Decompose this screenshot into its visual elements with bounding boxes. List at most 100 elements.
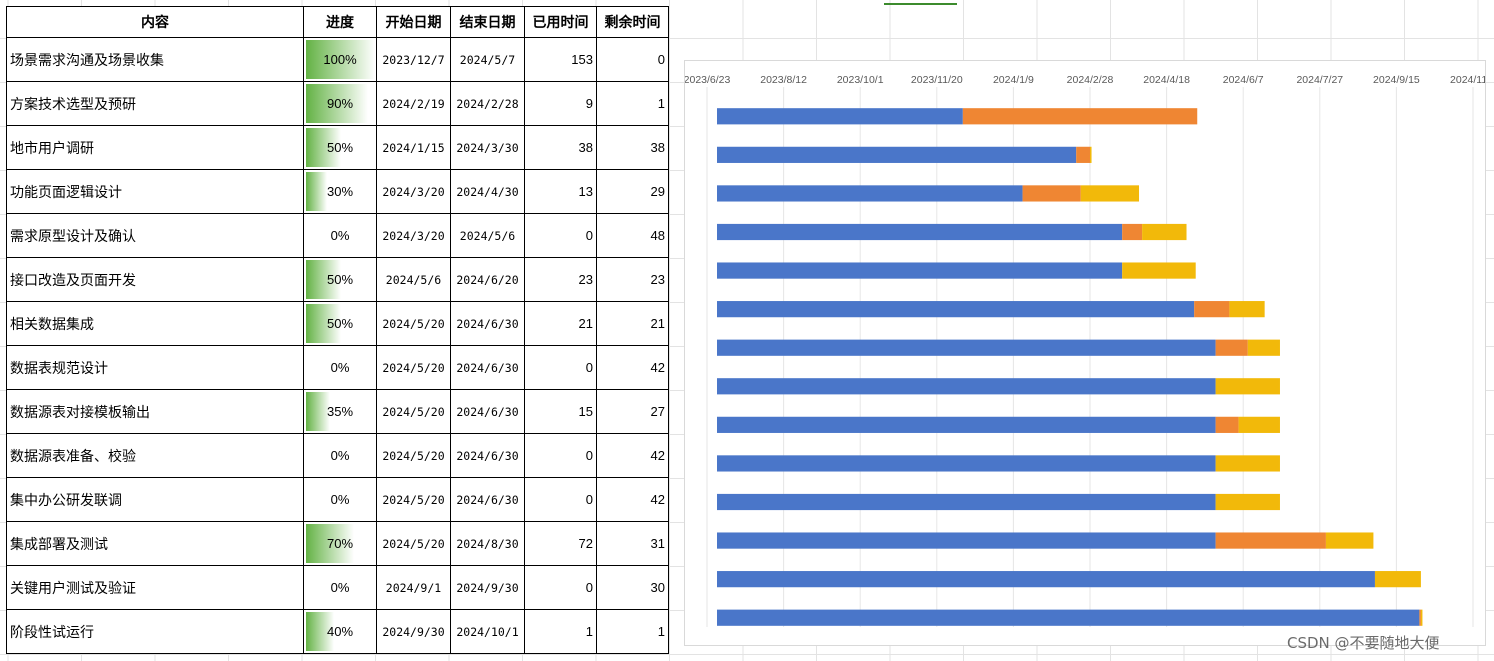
cell-used-time[interactable]: 0: [524, 433, 597, 478]
cell-remaining-time[interactable]: 38: [596, 125, 669, 170]
cell-progress[interactable]: 0%: [303, 213, 377, 258]
cell-progress[interactable]: 0%: [303, 433, 377, 478]
header-cell-content[interactable]: 内容: [6, 6, 304, 38]
cell-start-date[interactable]: 2024/2/19: [376, 81, 451, 126]
cell-start-date[interactable]: 2024/1/15: [376, 125, 451, 170]
cell-task-name[interactable]: 集中办公研发联调: [6, 477, 304, 522]
cell-progress[interactable]: 50%: [303, 301, 377, 346]
cell-end-date[interactable]: 2024/6/30: [450, 477, 525, 522]
cell-used-time[interactable]: 0: [524, 565, 597, 610]
cell-used-time[interactable]: 0: [524, 213, 597, 258]
cell-end-date[interactable]: 2024/2/28: [450, 81, 525, 126]
cell-end-date[interactable]: 2024/6/30: [450, 433, 525, 478]
cell-start-date[interactable]: 2024/5/20: [376, 477, 451, 522]
cell-task-name[interactable]: 方案技术选型及预研: [6, 81, 304, 126]
cell-remaining-time[interactable]: 48: [596, 213, 669, 258]
cell-end-date[interactable]: 2024/9/30: [450, 565, 525, 610]
cell-task-name[interactable]: 接口改造及页面开发: [6, 257, 304, 302]
cell-task-name[interactable]: 关键用户测试及验证: [6, 565, 304, 610]
cell-task-name[interactable]: 数据表规范设计: [6, 345, 304, 390]
cell-used-time[interactable]: 0: [524, 477, 597, 522]
header-cell-progress[interactable]: 进度: [303, 6, 377, 38]
cell-progress[interactable]: 0%: [303, 345, 377, 390]
cell-task-name[interactable]: 集成部署及测试: [6, 521, 304, 566]
cell-used-time[interactable]: 21: [524, 301, 597, 346]
header-cell-end-date[interactable]: 结束日期: [450, 6, 525, 38]
cell-used-time[interactable]: 23: [524, 257, 597, 302]
cell-remaining-time[interactable]: 27: [596, 389, 669, 434]
cell-end-date[interactable]: 2024/10/1: [450, 609, 525, 654]
cell-remaining-time[interactable]: 21: [596, 301, 669, 346]
cell-progress[interactable]: 0%: [303, 565, 377, 610]
cell-remaining-time[interactable]: 31: [596, 521, 669, 566]
cell-task-name[interactable]: 地市用户调研: [6, 125, 304, 170]
cell-remaining-time[interactable]: 1: [596, 81, 669, 126]
cell-start-date[interactable]: 2024/5/20: [376, 433, 451, 478]
cell-used-time[interactable]: 72: [524, 521, 597, 566]
cell-end-date[interactable]: 2024/3/30: [450, 125, 525, 170]
cell-task-name[interactable]: 数据源表准备、校验: [6, 433, 304, 478]
cell-remaining-time[interactable]: 30: [596, 565, 669, 610]
cell-task-name[interactable]: 相关数据集成: [6, 301, 304, 346]
cell-start-date[interactable]: 2024/5/20: [376, 389, 451, 434]
cell-progress[interactable]: 50%: [303, 125, 377, 170]
progress-value: 35%: [326, 404, 354, 419]
cell-remaining-time[interactable]: 42: [596, 345, 669, 390]
cell-start-date[interactable]: 2024/5/6: [376, 257, 451, 302]
cell-progress[interactable]: 90%: [303, 81, 377, 126]
cell-used-time[interactable]: 153: [524, 37, 597, 82]
cell-start-date[interactable]: 2024/9/1: [376, 565, 451, 610]
cell-start-date[interactable]: 2024/5/20: [376, 301, 451, 346]
cell-used-time[interactable]: 0: [524, 345, 597, 390]
cell-progress[interactable]: 100%: [303, 37, 377, 82]
cell-progress[interactable]: 0%: [303, 477, 377, 522]
cell-progress[interactable]: 40%: [303, 609, 377, 654]
header-row: 内容 进度 开始日期 结束日期 已用时间 剩余时间: [6, 6, 669, 38]
cell-progress[interactable]: 35%: [303, 389, 377, 434]
cell-remaining-time[interactable]: 0: [596, 37, 669, 82]
cell-task-name[interactable]: 阶段性试运行: [6, 609, 304, 654]
cell-start-date[interactable]: 2024/5/20: [376, 521, 451, 566]
cell-used-time[interactable]: 38: [524, 125, 597, 170]
cell-remaining-time[interactable]: 29: [596, 169, 669, 214]
cell-start-date[interactable]: 2023/12/7: [376, 37, 451, 82]
cell-task-name[interactable]: 数据源表对接模板输出: [6, 389, 304, 434]
gantt-remaining-bar: [1229, 301, 1265, 318]
cell-progress[interactable]: 50%: [303, 257, 377, 302]
cell-progress[interactable]: 70%: [303, 521, 377, 566]
cell-end-date[interactable]: 2024/5/7: [450, 37, 525, 82]
x-tick-label: 2023/10/1: [837, 74, 884, 86]
cell-start-date[interactable]: 2024/3/20: [376, 213, 451, 258]
cell-remaining-time[interactable]: 23: [596, 257, 669, 302]
gantt-used-bar: [1076, 146, 1090, 163]
cell-task-name[interactable]: 场景需求沟通及场景收集: [6, 37, 304, 82]
cell-used-time[interactable]: 9: [524, 81, 597, 126]
cell-end-date[interactable]: 2024/4/30: [450, 169, 525, 214]
cell-remaining-time[interactable]: 42: [596, 433, 669, 478]
cell-start-date[interactable]: 2024/9/30: [376, 609, 451, 654]
x-tick-label: 2024/7/27: [1296, 74, 1343, 86]
cell-used-time[interactable]: 13: [524, 169, 597, 214]
cell-end-date[interactable]: 2024/6/30: [450, 345, 525, 390]
cell-start-date[interactable]: 2024/5/20: [376, 345, 451, 390]
gantt-chart[interactable]: 2023/6/23 2023/8/12 2023/10/1 2023/11/20 202…: [684, 60, 1486, 646]
cell-task-name[interactable]: 需求原型设计及确认: [6, 213, 304, 258]
cell-end-date[interactable]: 2024/6/30: [450, 301, 525, 346]
cell-end-date[interactable]: 2024/6/20: [450, 257, 525, 302]
table-row: 数据源表对接模板输出 35% 2024/5/20 2024/6/30 15 27: [6, 389, 669, 434]
header-cell-remaining-time[interactable]: 剩余时间: [596, 6, 669, 38]
cell-used-time[interactable]: 15: [524, 389, 597, 434]
cell-start-date[interactable]: 2024/3/20: [376, 169, 451, 214]
gantt-base-bar: [717, 108, 963, 125]
header-cell-start-date[interactable]: 开始日期: [376, 6, 451, 38]
cell-used-time[interactable]: 1: [524, 609, 597, 654]
cell-task-name[interactable]: 功能页面逻辑设计: [6, 169, 304, 214]
cell-remaining-time[interactable]: 42: [596, 477, 669, 522]
cell-progress[interactable]: 30%: [303, 169, 377, 214]
cell-end-date[interactable]: 2024/5/6: [450, 213, 525, 258]
cell-end-date[interactable]: 2024/6/30: [450, 389, 525, 434]
progress-value: 50%: [326, 140, 354, 155]
cell-end-date[interactable]: 2024/8/30: [450, 521, 525, 566]
header-cell-used-time[interactable]: 已用时间: [524, 6, 597, 38]
cell-remaining-time[interactable]: 1: [596, 609, 669, 654]
